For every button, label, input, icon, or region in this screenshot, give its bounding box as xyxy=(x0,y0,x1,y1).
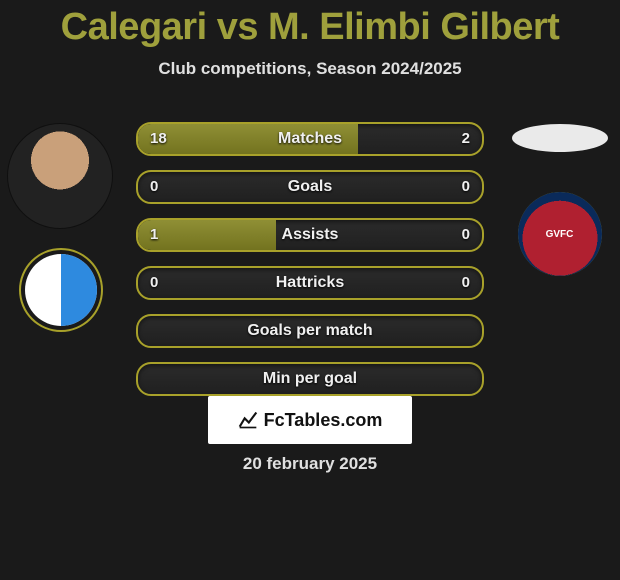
right-player-column: GVFC xyxy=(507,124,612,276)
stat-label: Min per goal xyxy=(138,364,482,394)
stat-label: Goals xyxy=(138,172,482,202)
club-right-code: GVFC xyxy=(546,229,574,240)
date-label: 20 february 2025 xyxy=(0,454,620,474)
stat-value-right: 0 xyxy=(462,172,470,202)
club-right-crest: GVFC xyxy=(518,192,602,276)
comparison-card: Calegari vs M. Elimbi Gilbert Club compe… xyxy=(0,0,620,580)
chart-icon xyxy=(238,410,258,430)
stat-label: Assists xyxy=(138,220,482,250)
stat-value-right: 2 xyxy=(462,124,470,154)
stat-bar-goals: 0 Goals 0 xyxy=(136,170,484,204)
left-player-column xyxy=(8,124,113,332)
page-subtitle: Club competitions, Season 2024/2025 xyxy=(0,59,620,79)
club-left-crest-half xyxy=(61,254,97,326)
stat-value-right: 0 xyxy=(462,220,470,250)
stat-label: Matches xyxy=(138,124,482,154)
stat-label: Hattricks xyxy=(138,268,482,298)
stat-bar-assists: 1 Assists 0 xyxy=(136,218,484,252)
club-left-crest xyxy=(25,254,97,326)
page-title: Calegari vs M. Elimbi Gilbert xyxy=(0,0,620,49)
player-left-club-badge xyxy=(19,248,103,332)
stat-label: Goals per match xyxy=(138,316,482,346)
player-right-avatar-placeholder xyxy=(512,124,608,152)
brand-text: FcTables.com xyxy=(264,410,383,431)
stat-bar-min-per-goal: Min per goal xyxy=(136,362,484,396)
stat-bar-goals-per-match: Goals per match xyxy=(136,314,484,348)
brand-box[interactable]: FcTables.com xyxy=(208,396,412,444)
player-left-avatar xyxy=(8,124,112,228)
stat-bar-matches: 18 Matches 2 xyxy=(136,122,484,156)
stat-bars: 18 Matches 2 0 Goals 0 1 Assists 0 0 Hat… xyxy=(136,122,484,410)
player-right-club-badge: GVFC xyxy=(518,192,602,276)
player-right-avatar-area xyxy=(507,124,612,152)
stat-value-right: 0 xyxy=(462,268,470,298)
stat-bar-hattricks: 0 Hattricks 0 xyxy=(136,266,484,300)
